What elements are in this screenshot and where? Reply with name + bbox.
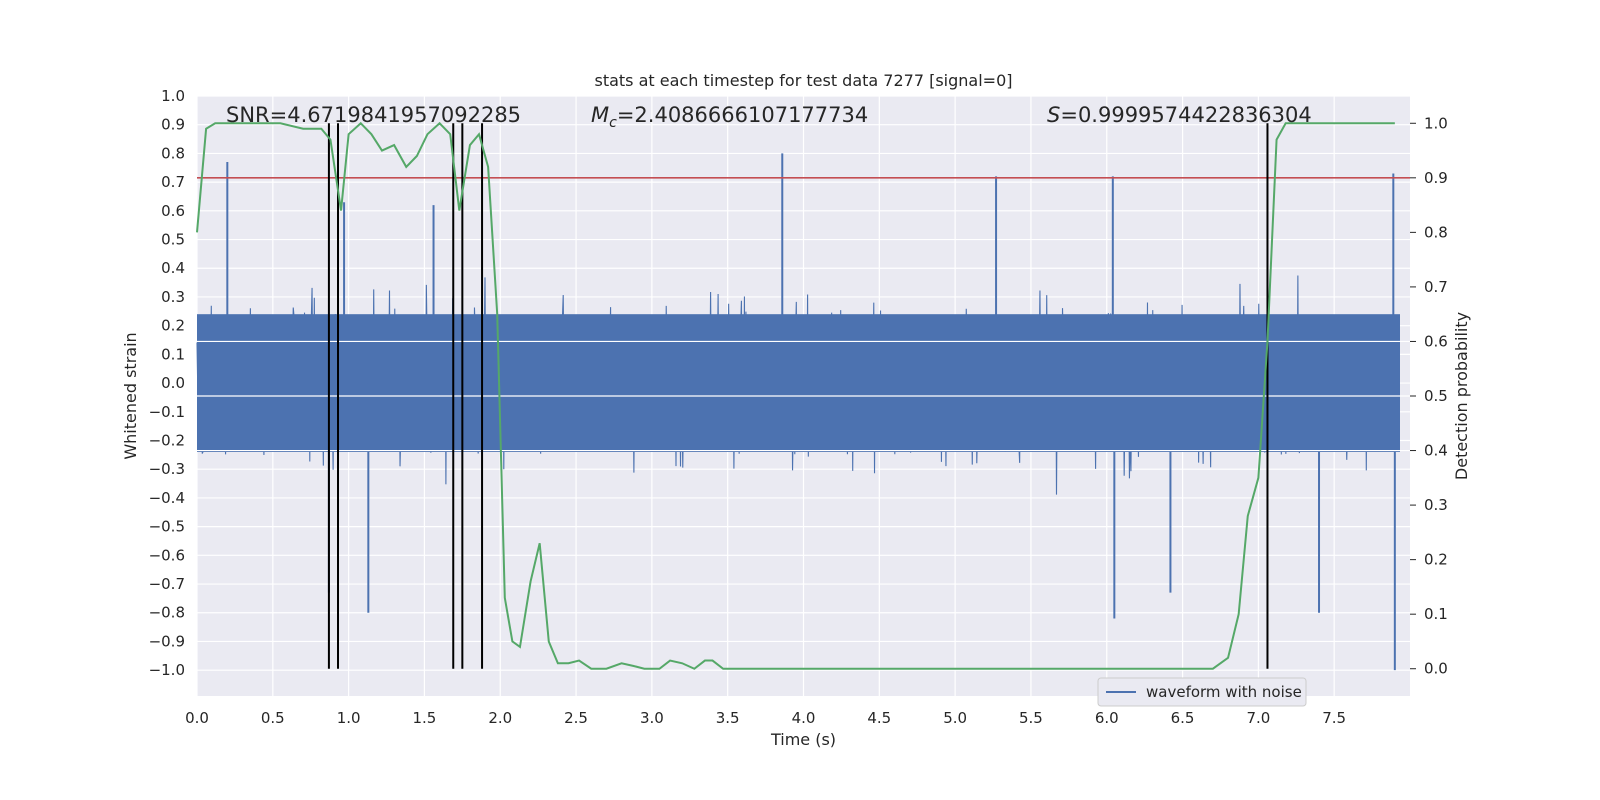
- annotation-chirp-mass-value: =2.4086666107177734: [617, 103, 868, 127]
- y-left-tick-label: −0.4: [149, 489, 185, 507]
- y-right-tick-label: 0.1: [1424, 605, 1448, 623]
- y-right-tick-label: 1.0: [1424, 114, 1448, 132]
- y-right-tick-label: 0.6: [1424, 332, 1448, 350]
- x-tick-label: 1.5: [413, 709, 437, 727]
- y-axis-label-left: Whitened strain: [121, 332, 140, 459]
- x-tick-label: 6.5: [1171, 709, 1195, 727]
- annotation-score-value: =0.9999574422836304: [1060, 103, 1311, 127]
- y-left-tick-label: −0.3: [149, 460, 185, 478]
- x-tick-label: 7.5: [1322, 709, 1346, 727]
- y-right-tick-label: 0.8: [1424, 223, 1448, 241]
- y-right-tick-label: 0.2: [1424, 551, 1448, 569]
- x-axis-label: Time (s): [770, 730, 836, 749]
- y-right-tick-label: 0.3: [1424, 496, 1448, 514]
- x-tick-label: 3.0: [640, 709, 664, 727]
- y-left-tick-label: 0.6: [161, 202, 185, 220]
- legend-box: [1097, 677, 1307, 707]
- probability-layer: [196, 121, 1410, 670]
- x-tick-label: 3.5: [716, 709, 740, 727]
- x-tick-label: 5.5: [1019, 709, 1043, 727]
- chart-title: stats at each timestep for test data 727…: [594, 71, 1012, 90]
- y-axis-label-right: Detection probability: [1452, 312, 1471, 480]
- waveform-core: [197, 314, 1400, 452]
- y-left-tick-label: −0.2: [149, 431, 185, 449]
- y-right-tick-label: 0.4: [1424, 442, 1448, 460]
- y-left-tick-label: 0.0: [161, 374, 185, 392]
- x-tick-label: 6.0: [1095, 709, 1119, 727]
- detection-probability-line: [196, 121, 1395, 670]
- legend-label-waveform: waveform with noise: [1146, 683, 1302, 701]
- y-right-tick-label: 0.7: [1424, 278, 1448, 296]
- y-right-tick-label: 0.5: [1424, 387, 1448, 405]
- y-left-tick-label: 0.2: [161, 317, 185, 335]
- annotation-score-symbol: S: [1047, 103, 1060, 127]
- x-tick-label: 0.5: [261, 709, 285, 727]
- axes: 0.0 0.5 1.0 1.5 2.0 2.5 3.0 3.5 4.0 4.5 5.0 5.5 6.0 6…: [149, 87, 1448, 727]
- x-tick-label: 2.0: [488, 709, 512, 727]
- y-left-tick-label: 0.5: [161, 231, 185, 249]
- x-tick-label: 4.0: [792, 709, 816, 727]
- y-left-tick-label: 0.9: [161, 116, 185, 134]
- x-tick-label: 5.0: [943, 709, 967, 727]
- annotation-chirp-mass-subscript: c: [609, 115, 617, 131]
- legend: waveform with noise: [1097, 677, 1307, 707]
- y-left-tick-label: 0.1: [161, 345, 185, 363]
- x-tick-label: 0.0: [185, 709, 209, 727]
- y-left-tick-label: −0.5: [149, 518, 185, 536]
- x-tick-label: 2.5: [564, 709, 588, 727]
- y-right-tick-label: 0.9: [1424, 169, 1448, 187]
- annotation-score: S=0.9999574422836304: [1047, 103, 1312, 127]
- x-tick-label: 4.5: [867, 709, 891, 727]
- y-left-tick-label: −0.7: [149, 575, 185, 593]
- annotation-chirp-mass-symbol: M: [591, 103, 609, 127]
- y-left-tick-label: 0.3: [161, 288, 185, 306]
- y-left-tick-label: −0.6: [149, 546, 185, 564]
- x-tick-label: 7.0: [1246, 709, 1270, 727]
- y-left-tick-label: −1.0: [149, 661, 185, 679]
- y-left-tick-label: 0.7: [161, 173, 185, 191]
- y-left-tick-label: 1.0: [161, 87, 185, 105]
- y-left-tick-label: 0.4: [161, 259, 185, 277]
- x-tick-label: 1.0: [337, 709, 361, 727]
- annotation-snr: SNR=4.6719841957092285: [226, 103, 521, 127]
- y-left-tick-label: −0.9: [149, 632, 185, 650]
- y-left-tick-label: 0.8: [161, 144, 185, 162]
- y-left-tick-label: −0.1: [149, 403, 185, 421]
- annotation-chirp-mass: Mc=2.4086666107177734: [591, 103, 868, 131]
- y-right-tick-label: 0.0: [1424, 660, 1448, 678]
- waveform-series: [196, 153, 1410, 671]
- y-left-tick-label: −0.8: [149, 604, 185, 622]
